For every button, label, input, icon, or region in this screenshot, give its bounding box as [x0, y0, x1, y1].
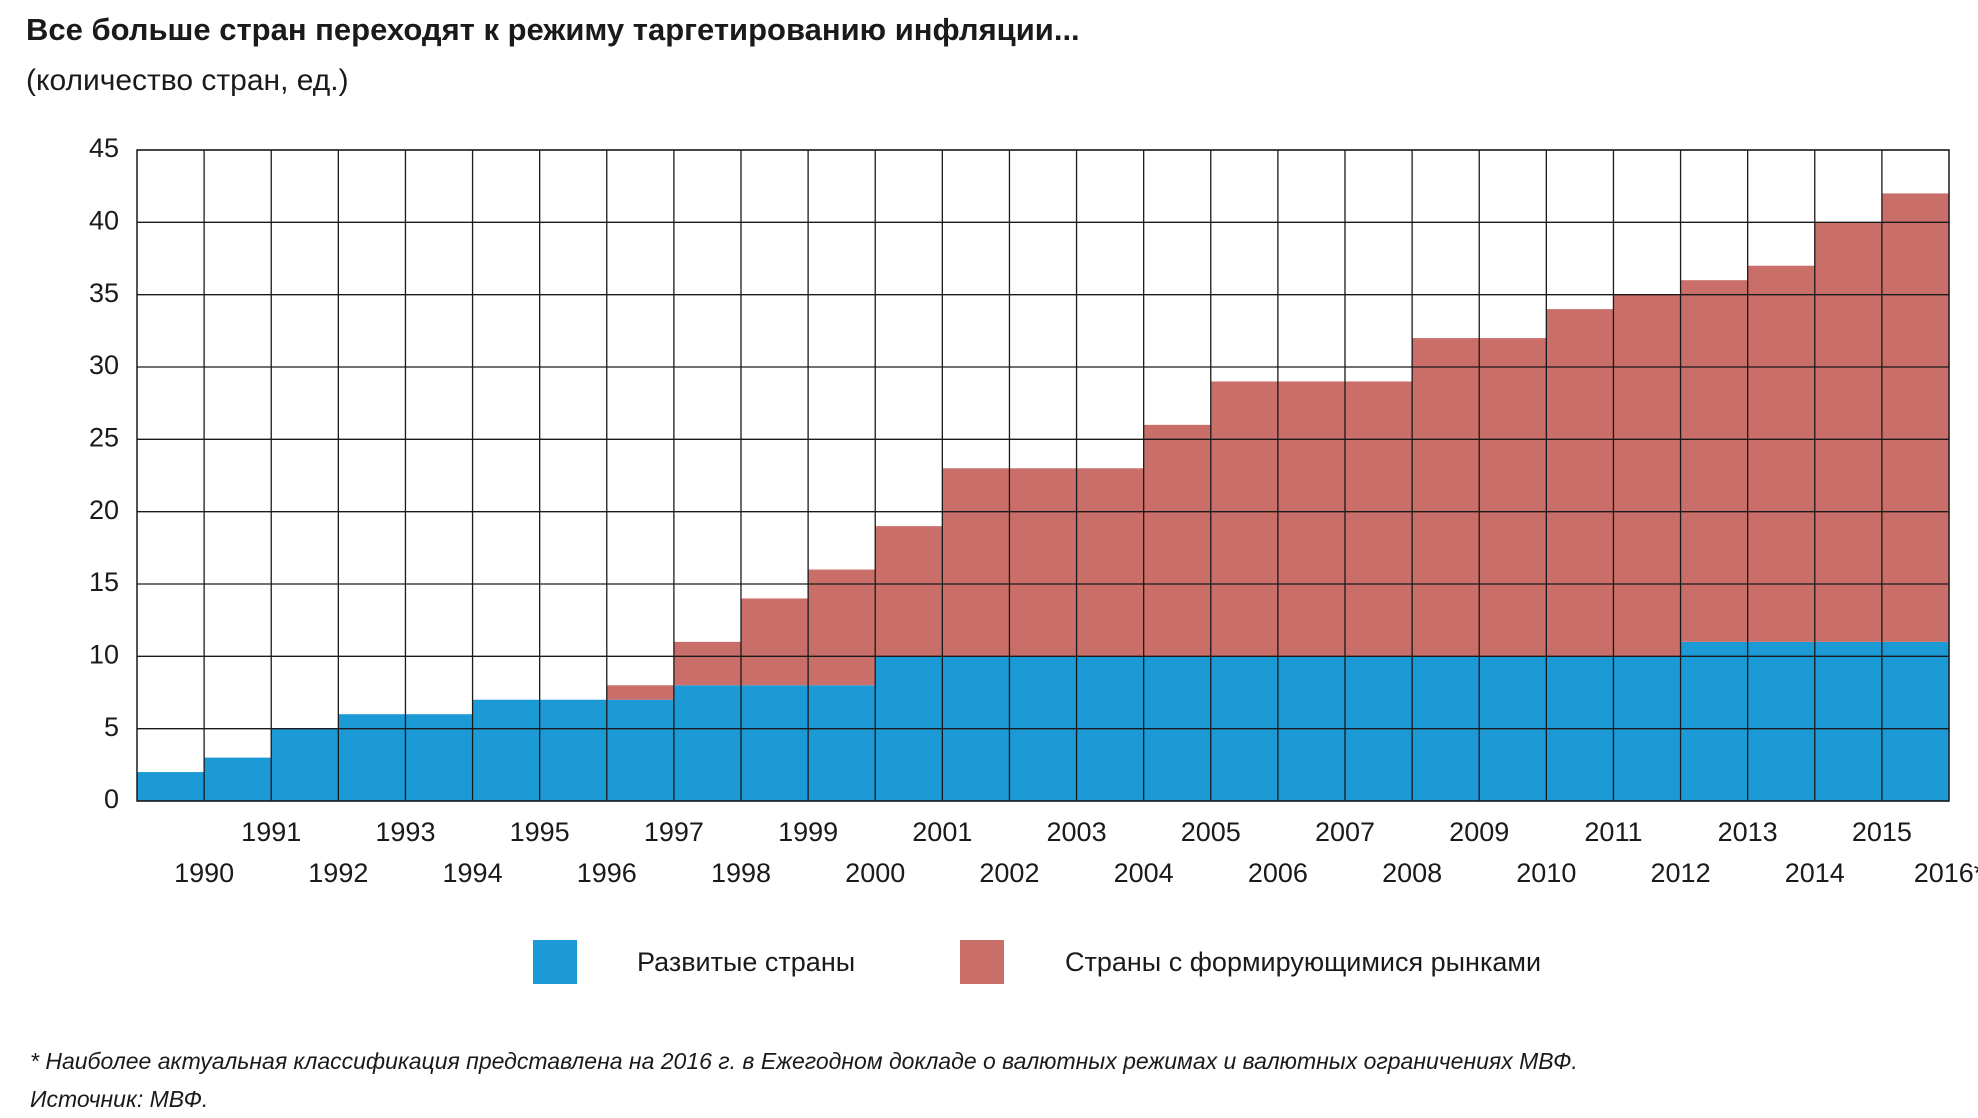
- bar-segment: [1345, 381, 1413, 657]
- bar-segment: [606, 685, 675, 700]
- bar-segment: [741, 685, 809, 801]
- bar-segment: [808, 569, 876, 686]
- x-tick-label: 2000: [845, 858, 905, 888]
- bar-segment: [1680, 280, 1749, 642]
- x-tick-label: 1993: [375, 817, 435, 847]
- plot-border: [136, 149, 1950, 802]
- x-tick-label: 1990: [174, 858, 234, 888]
- y-tick-label: 45: [89, 133, 119, 163]
- bar-segment: [673, 641, 742, 686]
- y-tick-label: 0: [104, 784, 119, 814]
- y-tick-label: 30: [89, 350, 119, 380]
- bar-segment: [338, 714, 407, 801]
- bar-segment: [1881, 193, 1950, 642]
- x-tick-label: 2011: [1584, 817, 1642, 847]
- x-tick-label: 1995: [510, 817, 570, 847]
- bar-segment: [405, 714, 474, 801]
- x-tick-label: 2012: [1651, 858, 1711, 888]
- x-tick-label: 1992: [308, 858, 368, 888]
- bar-segment: [137, 772, 205, 801]
- x-tick-label: 2009: [1449, 817, 1509, 847]
- x-tick-label: 2004: [1114, 858, 1174, 888]
- x-tick-label: 1996: [577, 858, 637, 888]
- x-tick-label: 2014: [1785, 858, 1845, 888]
- x-tick-label: 1991: [241, 817, 301, 847]
- legend-label: Страны с формирующимися рынками: [1065, 947, 1541, 977]
- bar-segment: [1210, 381, 1279, 657]
- bar-segment: [673, 685, 742, 801]
- y-tick-label: 15: [89, 567, 119, 597]
- y-tick-label: 20: [89, 495, 119, 525]
- bar-segment: [1881, 641, 1950, 801]
- bar-segment: [808, 685, 876, 801]
- chart-subtitle: (количество стран, ед.): [26, 64, 349, 97]
- bar-segment: [1814, 222, 1883, 642]
- chart-title: Все больше стран переходят к режиму тарг…: [26, 12, 1080, 47]
- y-tick-label: 35: [89, 278, 119, 308]
- x-tick-label: 2003: [1047, 817, 1107, 847]
- footnote: * Наиболее актуальная классификация пред…: [30, 1048, 1578, 1074]
- x-tick-label: 1997: [644, 817, 704, 847]
- bar-segment: [875, 526, 943, 657]
- x-tick-label: 2005: [1181, 817, 1241, 847]
- legend-swatch: [533, 940, 577, 984]
- bar-segment: [1479, 338, 1547, 657]
- bar-segment: [1680, 641, 1749, 801]
- x-tick-label: 2001: [912, 817, 972, 847]
- y-tick-label: 40: [89, 205, 119, 235]
- bar-segment: [1613, 294, 1682, 657]
- x-tick-label: 2006: [1248, 858, 1308, 888]
- x-tick-label: 1994: [443, 858, 503, 888]
- x-tick-label: 2015: [1852, 817, 1912, 847]
- x-tick-label: 2013: [1718, 817, 1778, 847]
- y-tick-label: 25: [89, 422, 119, 452]
- bar-segment: [204, 757, 272, 801]
- bar-segment: [1412, 338, 1480, 657]
- bar-segment: [472, 699, 541, 801]
- y-tick-label: 5: [104, 712, 119, 742]
- bar-segment: [1009, 468, 1078, 657]
- bar-segment: [1076, 468, 1145, 657]
- bar-segment: [1814, 641, 1883, 801]
- bar-segment: [539, 699, 608, 801]
- x-tick-label: 2002: [979, 858, 1039, 888]
- bar-segment: [1747, 265, 1816, 642]
- bar-segment: [1747, 641, 1816, 801]
- legend-label: Развитые страны: [637, 947, 855, 977]
- bar-segment: [741, 598, 809, 686]
- x-tick-label: 2016*: [1914, 858, 1978, 888]
- bar-segment: [1277, 381, 1346, 657]
- source: Источник: МВФ.: [30, 1086, 208, 1112]
- x-tick-label: 2010: [1516, 858, 1576, 888]
- bar-segment: [271, 728, 339, 801]
- bar-segment: [1546, 309, 1615, 657]
- x-tick-label: 1999: [778, 817, 838, 847]
- y-tick-label: 10: [89, 639, 119, 669]
- bar-segment: [606, 699, 675, 801]
- x-tick-label: 2008: [1382, 858, 1442, 888]
- x-tick-label: 2007: [1315, 817, 1375, 847]
- legend-swatch: [960, 940, 1004, 984]
- bar-segment: [1143, 424, 1212, 657]
- x-tick-label: 1998: [711, 858, 771, 888]
- bar-segment: [942, 468, 1011, 657]
